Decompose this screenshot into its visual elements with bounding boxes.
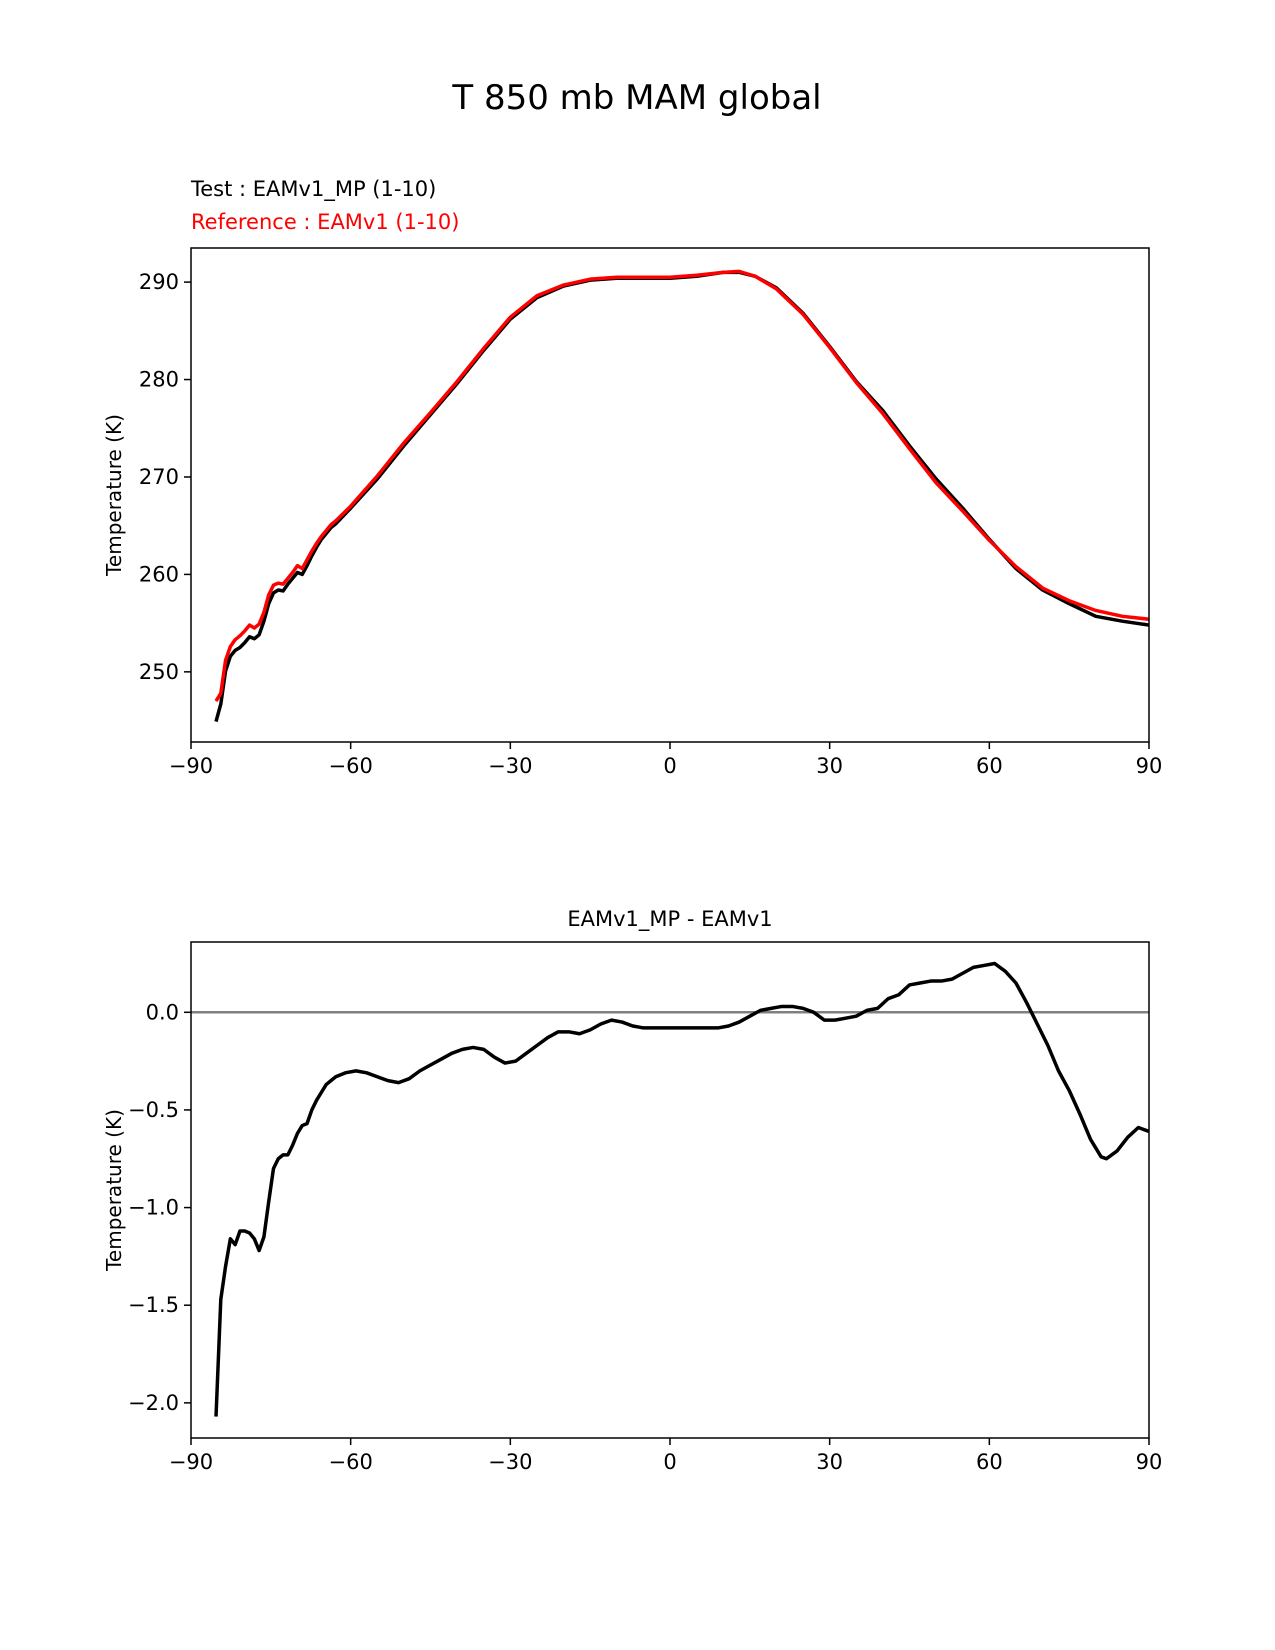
top-x-tick-label: −30 — [488, 754, 532, 778]
difference-chart: Temperature (K) −90 −60 −30 0 30 60 90 −2.0 −1.5 −… — [102, 941, 1163, 1474]
bottom-y-tick-label: −0.5 — [128, 1098, 179, 1122]
bottom-x-tick-label: −60 — [329, 1450, 373, 1474]
top-x-tick-label: 30 — [816, 754, 843, 778]
top-y-tick-label: 280 — [139, 368, 179, 392]
top-y-tick-label: 250 — [139, 660, 179, 684]
temperature-chart: Temperature (K) −90 −60 −30 0 30 60 90 250 260 270… — [102, 247, 1163, 778]
top-plot-frame — [190, 247, 1150, 743]
bottom-series-test-line — [214, 961, 1150, 1417]
bottom-x-tick-label: −90 — [169, 1450, 213, 1474]
top-y-axis-label: Temperature (K) — [102, 414, 126, 577]
bottom-y-tick-label: −2.0 — [128, 1391, 179, 1415]
bottom-y-tick-label: −1.0 — [128, 1196, 179, 1220]
page-title: T 850 mb MAM global — [451, 78, 821, 118]
test-label: Test : EAMv1_MP (1-10) — [190, 177, 436, 202]
reference-label: Reference : EAMv1 (1-10) — [191, 210, 459, 234]
top-y-tick-label: 270 — [139, 465, 179, 489]
bottom-x-tick-label: 0 — [663, 1450, 676, 1474]
top-x-tick-label: 90 — [1136, 754, 1163, 778]
top-y-tick-label: 290 — [139, 270, 179, 294]
bottom-x-tick-label: 30 — [816, 1450, 843, 1474]
top-series-test-line — [214, 270, 1150, 723]
top-x-tick-label: 0 — [663, 754, 676, 778]
bottom-y-tick-label: 0.0 — [146, 1000, 179, 1024]
top-x-tick-label: −90 — [169, 754, 213, 778]
bottom-y-axis-label: Temperature (K) — [102, 1109, 126, 1272]
bottom-x-tick-label: 60 — [976, 1450, 1003, 1474]
top-series-reference-line — [214, 269, 1150, 702]
bottom-x-tick-label: 90 — [1136, 1450, 1163, 1474]
bottom-y-tick-label: −1.5 — [128, 1293, 179, 1317]
bottom-x-tick-label: −30 — [488, 1450, 532, 1474]
difference-chart-title: EAMv1_MP - EAMv1 — [567, 907, 772, 932]
top-x-tick-label: 60 — [976, 754, 1003, 778]
top-x-tick-label: −60 — [329, 754, 373, 778]
bottom-plot-frame — [190, 941, 1150, 1439]
top-y-tick-label: 260 — [139, 562, 179, 586]
